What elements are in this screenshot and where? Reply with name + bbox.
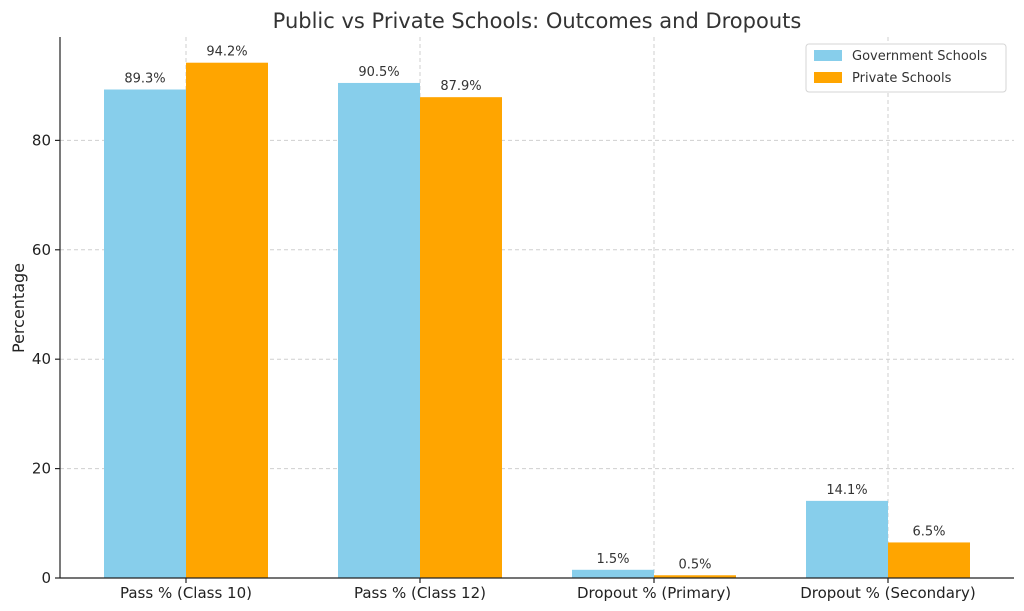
bar-value-label: 87.9%	[440, 79, 481, 94]
x-tick-label: Dropout % (Primary)	[577, 584, 731, 602]
bar	[338, 82, 420, 579]
y-tick-label: 20	[32, 460, 51, 478]
legend: Government Schools Private Schools	[805, 43, 1007, 93]
y-tick-label: 40	[32, 350, 51, 368]
bar-value-label: 0.5%	[678, 557, 711, 572]
bar-value-labels: 89.3% 90.5% 1.5% 14.1% 94.2% 87.9% 0.5% 6.5%	[124, 45, 945, 573]
bar	[420, 97, 502, 579]
x-ticks: Pass % (Class 10) Pass % (Class 12) Dropou…	[120, 578, 976, 602]
legend-label-private: Private Schools	[852, 71, 952, 86]
bar	[888, 542, 970, 578]
x-tick-label: Pass % (Class 10)	[120, 584, 252, 602]
y-tick-label: 0	[41, 569, 51, 587]
y-tick-label: 60	[32, 241, 51, 259]
axes	[59, 37, 1014, 579]
legend-frame	[805, 43, 1007, 93]
bar	[104, 89, 186, 579]
bar	[572, 569, 654, 578]
y-ticks: 0 20 40 60 80	[32, 131, 60, 587]
chart-title: Public vs Private Schools: Outcomes and …	[273, 9, 802, 33]
bar-value-label: 14.1%	[826, 483, 867, 498]
legend-swatch-government	[814, 50, 842, 61]
y-axis-label: Percentage	[9, 263, 28, 353]
bar-value-label: 90.5%	[358, 65, 399, 80]
y-tick-label: 80	[32, 131, 51, 149]
bar	[186, 62, 268, 578]
bar-value-label: 6.5%	[912, 524, 945, 539]
legend-label-government: Government Schools	[852, 49, 987, 64]
bars	[104, 62, 970, 579]
bar-value-label: 1.5%	[596, 552, 629, 567]
bar	[806, 500, 888, 578]
x-tick-label: Dropout % (Secondary)	[800, 584, 976, 602]
bar	[654, 575, 736, 578]
bar-value-label: 89.3%	[124, 72, 165, 87]
bar-value-label: 94.2%	[206, 45, 247, 60]
legend-swatch-private	[814, 72, 842, 83]
x-tick-label: Pass % (Class 12)	[354, 584, 486, 602]
